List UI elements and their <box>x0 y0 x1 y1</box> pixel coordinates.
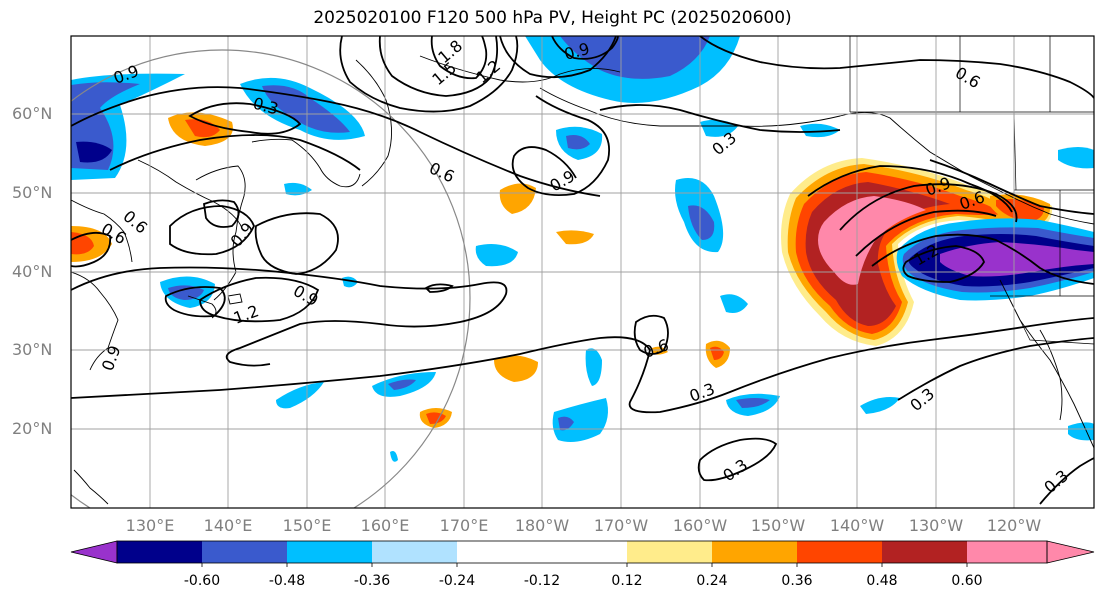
pv-region <box>818 196 926 285</box>
colorbar-tick-label: 0.60 <box>951 573 983 589</box>
lon-label: 140°E <box>203 516 253 535</box>
lon-label: 120°W <box>986 516 1042 535</box>
pv-region <box>736 398 770 408</box>
pv-region <box>276 382 324 409</box>
pv-region <box>566 135 590 150</box>
colorbar-segment <box>542 541 627 563</box>
colorbar-tick-label: -0.12 <box>523 573 561 589</box>
colorbar-tick-label: 0.48 <box>866 573 898 589</box>
colorbar-segment <box>287 541 372 563</box>
lon-label: 170°E <box>439 516 489 535</box>
colorbar-segment <box>457 541 542 563</box>
pv-region <box>552 398 608 442</box>
lon-label: 160°W <box>672 516 728 535</box>
colorbar-tick-label: -0.36 <box>353 573 391 589</box>
pv-region <box>390 451 398 462</box>
colorbar-segment <box>372 541 457 563</box>
lat-label: 40°N <box>12 262 53 281</box>
colorbar-arrow-right <box>1046 540 1095 564</box>
pv-region <box>688 205 715 240</box>
colorbar-tick-label: -0.60 <box>183 573 221 589</box>
height-contours <box>71 36 1094 505</box>
lon-label: 130°E <box>125 516 175 535</box>
pv-region <box>76 141 112 163</box>
colorbar-segment <box>797 541 882 563</box>
pv-region <box>1068 422 1094 441</box>
colorbar-segment <box>117 541 202 563</box>
map-title: 2025020100 F120 500 hPa PV, Height PC (2… <box>313 8 792 28</box>
colorbar-tick-label: 0.36 <box>781 573 813 589</box>
lon-label: 130°W <box>908 516 964 535</box>
lat-label: 30°N <box>12 340 53 359</box>
lon-label: 150°E <box>282 516 332 535</box>
colorbar-segment <box>202 541 287 563</box>
colorbar-segment <box>712 541 797 563</box>
lat-label: 60°N <box>12 104 53 123</box>
pv-region <box>499 183 536 214</box>
colorbar-tick-label: 0.12 <box>611 573 643 589</box>
lon-label: 160°E <box>360 516 410 535</box>
pv-region <box>168 285 204 300</box>
pv-region <box>558 416 574 431</box>
pv-region <box>475 244 518 267</box>
map-plot-area: 0.9 0.3 0.6 1.8 1.5 1.2 0.9 0.3 0.6 0.9 … <box>71 36 1094 508</box>
lon-label: 180°W <box>514 516 570 535</box>
pv-region <box>185 119 220 138</box>
lat-label: 50°N <box>12 183 53 202</box>
pv-region <box>800 123 840 138</box>
pv-region <box>494 355 538 382</box>
reference-circle <box>71 49 471 508</box>
lon-label: 150°W <box>750 516 806 535</box>
colorbar-arrow-left <box>70 540 118 564</box>
colorbar-tick-label: 0.24 <box>696 573 728 589</box>
pv-region <box>388 379 416 390</box>
pv-region <box>700 119 738 137</box>
borders <box>849 36 1094 345</box>
pv-region <box>1058 147 1094 169</box>
colorbar-tick-label: -0.48 <box>268 573 306 589</box>
pv-region <box>585 348 602 386</box>
pv-region <box>284 182 312 196</box>
pv-shading <box>71 36 1094 462</box>
pv-region <box>556 230 594 245</box>
lon-label: 170°W <box>593 516 649 535</box>
lon-label: 140°W <box>829 516 885 535</box>
colorbar-segment <box>627 541 712 563</box>
pv-region <box>262 85 350 133</box>
pv-region <box>860 397 900 414</box>
colorbar-tick-label: -0.24 <box>438 573 476 589</box>
lat-label: 20°N <box>12 419 53 438</box>
map-frame <box>70 35 1095 509</box>
colorbar-segment <box>882 541 967 563</box>
colorbar <box>70 540 1095 567</box>
colorbar-frame <box>116 540 1048 564</box>
pv-region <box>720 294 748 313</box>
colorbar-segment <box>967 541 1047 563</box>
